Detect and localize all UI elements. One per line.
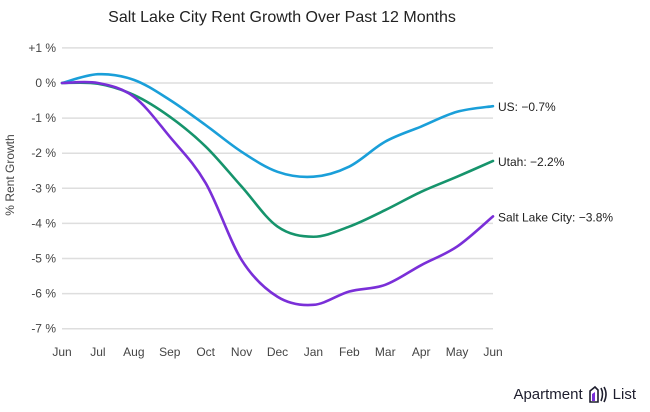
series-line-salt-lake-city xyxy=(60,80,495,307)
x-tick-label: Sep xyxy=(159,345,181,359)
x-tick-label: Mar xyxy=(375,345,396,359)
x-tick-label: Dec xyxy=(267,345,288,359)
y-tick-label: -6 % xyxy=(31,287,56,301)
x-tick-label: Aug xyxy=(123,345,144,359)
x-tick-label: May xyxy=(446,345,469,359)
y-tick-label: -3 % xyxy=(31,181,56,195)
y-tick-label: -5 % xyxy=(31,252,56,266)
apartment-list-logo-icon xyxy=(588,385,607,403)
brand-name: Apartment xyxy=(513,385,583,403)
y-tick-label: -2 % xyxy=(31,146,56,160)
x-tick-label: Oct xyxy=(196,345,215,359)
x-tick-label: Jan xyxy=(304,345,323,359)
series-end-label: US: −0.7% xyxy=(498,100,556,114)
series-line-utah xyxy=(60,81,495,239)
x-tick-label: Jun xyxy=(483,345,502,359)
x-tick-label: Feb xyxy=(339,345,360,359)
x-tick-label: Nov xyxy=(231,345,252,359)
series-line-us xyxy=(60,72,495,179)
y-tick-label: -7 % xyxy=(31,322,56,336)
y-axis-label: % Rent Growth xyxy=(3,134,17,215)
x-tick-label: Apr xyxy=(412,345,431,359)
y-tick-label: -4 % xyxy=(31,216,56,230)
y-tick-label: +1 % xyxy=(28,41,56,55)
y-tick-label: 0 % xyxy=(35,76,56,90)
y-tick-label: -1 % xyxy=(31,111,56,125)
x-tick-label: Jul xyxy=(90,345,105,359)
brand-logo: Apartment List xyxy=(513,384,636,404)
brand-name-suffix: List xyxy=(612,385,636,403)
x-tick-label: Jun xyxy=(52,345,71,359)
chart-title: Salt Lake City Rent Growth Over Past 12 … xyxy=(108,9,456,26)
series-end-label: Salt Lake City: −3.8% xyxy=(498,210,613,224)
series-end-label: Utah: −2.2% xyxy=(498,155,565,169)
